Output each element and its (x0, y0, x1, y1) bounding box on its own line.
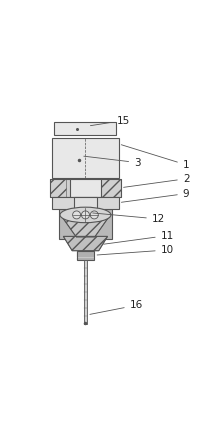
Polygon shape (62, 218, 108, 238)
Circle shape (82, 211, 89, 219)
Circle shape (90, 211, 98, 219)
Text: 9: 9 (121, 189, 190, 202)
Text: 12: 12 (93, 213, 165, 224)
Polygon shape (95, 209, 112, 238)
Bar (52, 138, 119, 178)
Circle shape (73, 211, 81, 219)
Ellipse shape (60, 207, 111, 222)
Bar (84, 260, 87, 324)
Polygon shape (59, 209, 76, 238)
Bar (77, 251, 94, 260)
Bar (50, 179, 66, 197)
Text: 3: 3 (84, 156, 141, 167)
Text: 15: 15 (90, 115, 130, 126)
Text: 11: 11 (104, 230, 174, 244)
Polygon shape (63, 236, 108, 251)
Text: 16: 16 (90, 300, 143, 314)
Text: 1: 1 (121, 145, 190, 170)
Bar (50, 179, 121, 197)
Bar (52, 197, 119, 209)
Bar (74, 197, 97, 209)
Bar (70, 179, 101, 197)
Bar (54, 123, 116, 135)
Text: 2: 2 (124, 174, 190, 187)
Text: 10: 10 (97, 245, 174, 255)
Bar (101, 179, 121, 197)
